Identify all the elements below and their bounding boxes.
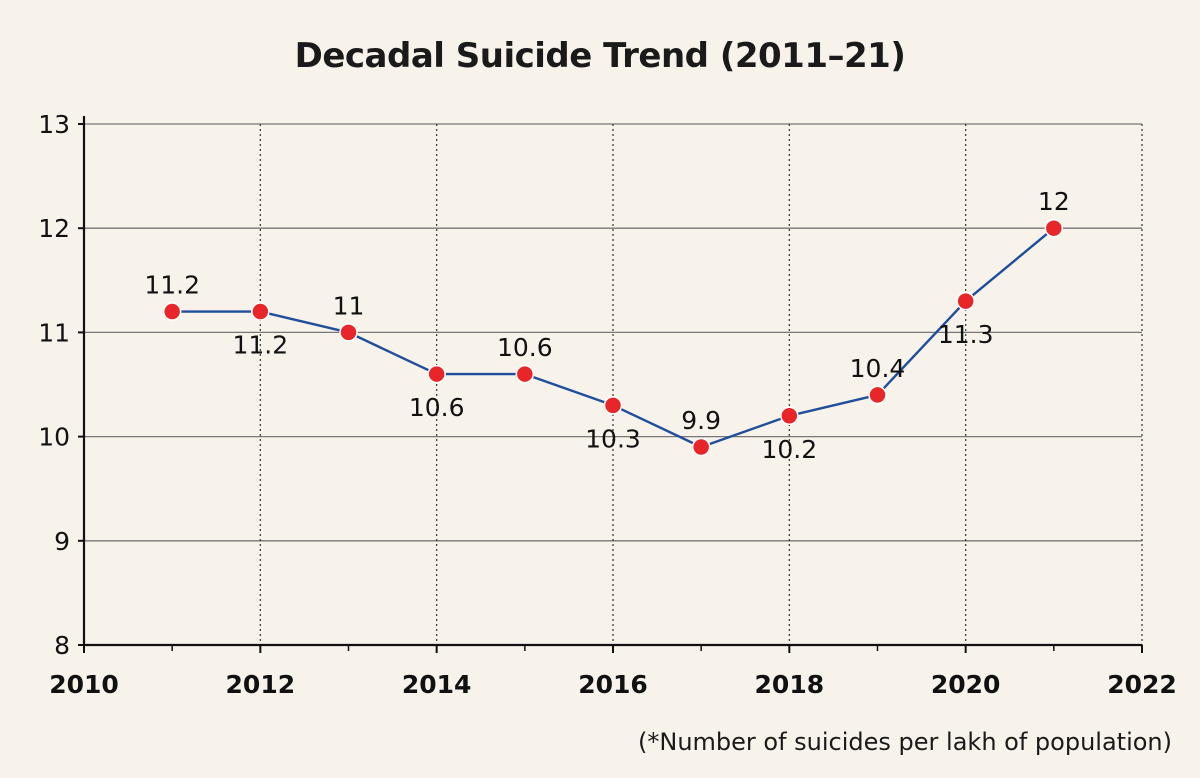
axes xyxy=(78,116,1143,653)
data-label: 11 xyxy=(333,291,365,320)
chart-title: Decadal Suicide Trend (2011–21) xyxy=(294,36,906,76)
data-label: 10.2 xyxy=(761,435,817,464)
x-tick-label: 2020 xyxy=(931,670,1001,699)
data-point xyxy=(162,302,182,321)
data-label: 9.9 xyxy=(681,406,721,435)
data-label: 10.6 xyxy=(409,393,465,422)
y-tick-label: 8 xyxy=(54,631,70,660)
y-tick-label: 13 xyxy=(38,110,70,139)
data-point xyxy=(427,364,446,384)
y-tick-label: 9 xyxy=(54,527,70,556)
data-point xyxy=(515,364,535,384)
data-point xyxy=(1044,218,1064,238)
data-label: 11.2 xyxy=(232,331,288,360)
data-point xyxy=(956,291,975,311)
x-tick-label: 2022 xyxy=(1107,670,1177,699)
chart-footnote: (*Number of suicides per lakh of populat… xyxy=(638,728,1172,756)
data-labels: 11.2 11.2 11 10.6 10.6 10.3 9.9 10.2 10.4 11.3 12 xyxy=(144,187,1069,464)
grid xyxy=(84,123,1143,645)
tick-labels: 8 9 10 11 12 13 2010 2012 2014 2016 2018 2020 2022 xyxy=(38,110,1177,699)
data-label: 10.4 xyxy=(850,354,906,383)
data-point xyxy=(780,406,799,426)
data-point xyxy=(868,385,887,405)
y-tick-label: 10 xyxy=(38,423,70,452)
x-tick-label: 2012 xyxy=(226,670,296,699)
data-label: 11.3 xyxy=(938,320,994,349)
x-tick-label: 2014 xyxy=(402,670,472,699)
data-point xyxy=(339,323,358,342)
data-label: 10.6 xyxy=(497,333,553,362)
y-tick-label: 12 xyxy=(38,214,70,243)
data-label: 12 xyxy=(1038,187,1070,216)
data-label: 10.3 xyxy=(585,424,641,453)
x-tick-label: 2010 xyxy=(49,670,119,699)
data-point xyxy=(603,396,623,415)
data-label: 11.2 xyxy=(144,271,200,300)
data-points xyxy=(162,218,1064,457)
x-tick-label: 2016 xyxy=(578,670,648,699)
x-tick-label: 2018 xyxy=(755,670,825,699)
y-tick-label: 11 xyxy=(38,318,70,347)
data-point xyxy=(251,302,270,321)
data-point xyxy=(691,437,711,457)
